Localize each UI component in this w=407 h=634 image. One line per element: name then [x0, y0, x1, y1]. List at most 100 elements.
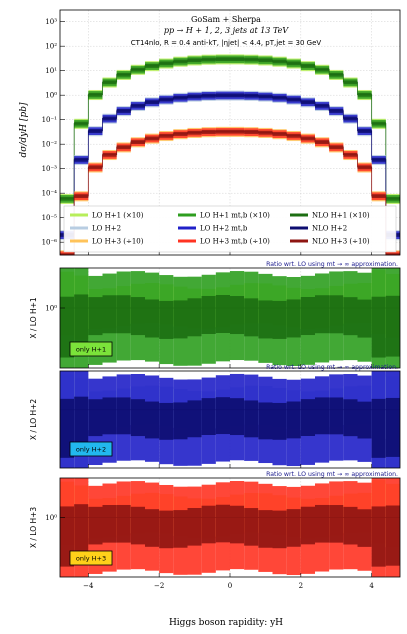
ratio-band: [145, 509, 160, 547]
ratio-band: [300, 506, 315, 545]
ratio-note: Ratio wrt. LO using mt → ∞ approximation…: [266, 261, 398, 268]
ratio-badge: [69, 550, 113, 566]
ratio-band: [215, 295, 230, 334]
band-nlo3: [60, 253, 75, 255]
ratio-note: Ratio wrt. LO using mt → ∞ approximation…: [266, 364, 398, 371]
ratio-band: [343, 297, 358, 336]
x-tick-label: 4: [369, 582, 374, 590]
legend-label-lomt2: LO H+2 mt,b: [200, 225, 248, 233]
x-tick-label: 0: [228, 582, 232, 590]
ratio-band: [88, 399, 103, 437]
ratio-y-tick-label: 10⁰: [45, 305, 57, 313]
ratio-band: [130, 297, 145, 336]
main-bands: [60, 54, 400, 256]
ratio-band: [343, 506, 358, 545]
ratio-band: [201, 398, 216, 435]
ratio-panels: 10⁰ Ratio wrt. LO using mt → ∞ approximat…: [29, 261, 401, 590]
main-y-tick-label: 10⁻⁴: [42, 190, 58, 198]
ratio-panel-2: Ratio wrt. LO using mt → ∞ approximation…: [29, 364, 401, 469]
ratio-band: [315, 504, 330, 543]
ratio-badge: [69, 441, 113, 457]
ratio-band: [300, 297, 315, 336]
ratio-band: [371, 296, 386, 358]
main-y-tick-label: 10⁰: [45, 92, 57, 100]
annotation-line1: GoSam + Sherpa: [191, 15, 261, 24]
ratio-band: [244, 508, 259, 546]
main-y-tick-label: 10⁻⁵: [42, 214, 58, 222]
main-y-tick-label: 10⁻²: [42, 141, 58, 149]
ratio-band: [130, 506, 145, 545]
ratio-band: [315, 397, 330, 435]
annotation-line3: CT14nlo, R = 0.4 anti-kT, |ηjet| < 4.4, …: [131, 39, 322, 47]
ratio-band: [272, 402, 287, 440]
ratio-band: [258, 300, 273, 339]
legend-box: [63, 205, 397, 253]
ratio-band: [244, 298, 259, 337]
ratio-band: [230, 398, 245, 436]
ratio-band: [315, 295, 330, 334]
ratio-panel-3: 10⁰ Ratio wrt. LO using mt → ∞ approximat…: [29, 471, 401, 578]
ratio-badge-label: only H+2: [76, 446, 106, 454]
ratio-band: [371, 398, 386, 458]
ratio-band: [173, 510, 188, 548]
ratio-band: [116, 397, 131, 435]
ratio-band: [343, 399, 358, 437]
ratio-band: [145, 299, 160, 338]
legend-label-lomt3: LO H+3 mt,b (÷10): [200, 238, 270, 246]
legend-label-lo1: LO H+1 (×10): [92, 212, 144, 220]
main-y-tick-label: 10¹: [45, 67, 57, 75]
ratio-band: [357, 299, 372, 338]
main-y-tick-label: 10²: [45, 43, 57, 51]
x-tick-label: 2: [299, 582, 303, 590]
legend: LO H+1 (×10) LO H+2 LO H+3 (÷10) LO H+1 mt,…: [63, 205, 397, 253]
ratio-note: Ratio wrt. LO using mt → ∞ approximation…: [266, 471, 398, 478]
ratio-y-axis-label: X / LO H+1: [29, 297, 38, 339]
ratio-band: [102, 397, 117, 435]
ratio-band: [116, 504, 131, 543]
ratio-band: [329, 397, 344, 435]
ratio-y-tick-label: 10⁰: [45, 514, 57, 522]
ratio-band: [74, 396, 89, 456]
ratio-band: [173, 300, 188, 339]
x-tick-label: −4: [83, 582, 94, 590]
central-line-nlo2: [60, 94, 400, 236]
ratio-band: [145, 401, 160, 439]
main-y-tick-label: 10⁻¹: [42, 116, 58, 124]
x-axis-label: Higgs boson rapidity: yH: [169, 618, 283, 628]
ratio-band: [215, 504, 230, 543]
ratio-band: [357, 401, 372, 439]
legend-label-lomt1: LO H+1 mt,b (×10): [200, 212, 270, 220]
ratio-band: [187, 298, 202, 337]
ratio-band: [201, 295, 216, 334]
main-y-tick-label: 10⁻⁶: [42, 239, 58, 247]
main-y-axis-label: dσ/dyH [pb]: [19, 102, 29, 158]
ratio-band: [385, 397, 400, 457]
band-lomt3: [385, 251, 400, 255]
ratio-band: [272, 300, 287, 339]
central-line-nlo1: [60, 58, 400, 200]
x-tick-labels: −4 −2 0 2 4: [83, 582, 374, 590]
ratio-band: [244, 400, 259, 438]
ratio-band: [187, 400, 202, 438]
ratio-band: [130, 399, 145, 437]
annotation-line2: pp → H + 1, 2, 3 jets at 13 TeV: [164, 26, 290, 35]
ratio-band: [116, 295, 131, 334]
ratio-panel-1: 10⁰ Ratio wrt. LO using mt → ∞ approximat…: [29, 261, 401, 369]
band-nlo3: [385, 253, 400, 255]
ratio-band: [173, 402, 188, 440]
ratio-band: [371, 506, 386, 567]
main-y-tick-label: 10³: [45, 18, 57, 26]
legend-label-lo3: LO H+3 (÷10): [92, 238, 144, 246]
ratio-band: [230, 296, 245, 335]
legend-label-nlo3: NLO H+3 (÷10): [312, 238, 370, 246]
legend-label-lo2: LO H+2: [92, 225, 121, 233]
ratio-band: [357, 509, 372, 547]
ratio-band: [258, 510, 273, 548]
main-panel: 10⁻⁶ 10⁻⁵ 10⁻⁴ 10⁻³ 10⁻² 10⁻¹ 10⁰ 10¹ 10² 10³ GoS…: [19, 9, 401, 256]
ratio-band: [201, 505, 216, 544]
main-y-tick-label: 10⁻³: [42, 165, 58, 173]
ratio-band: [159, 300, 174, 339]
ratio-badge-label: only H+1: [76, 346, 106, 354]
ratio-band: [230, 505, 245, 544]
